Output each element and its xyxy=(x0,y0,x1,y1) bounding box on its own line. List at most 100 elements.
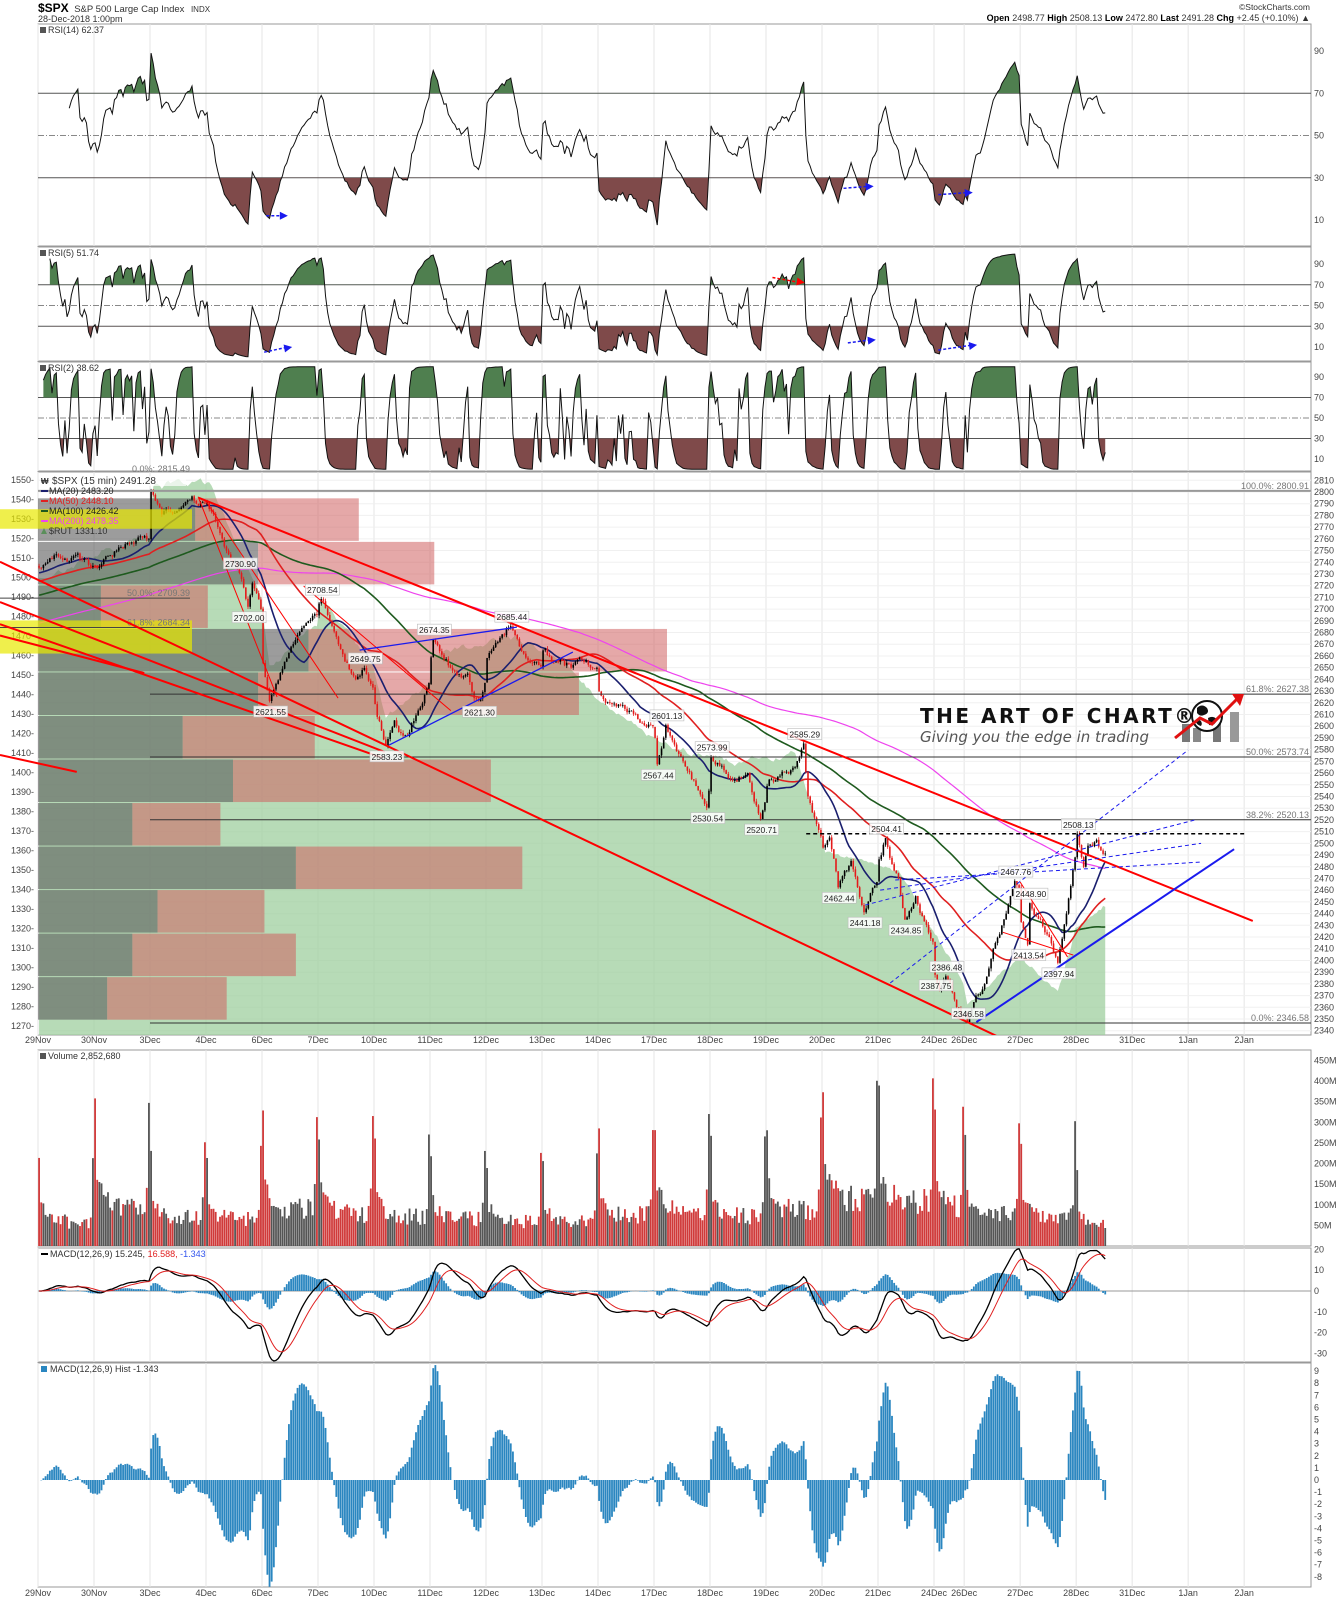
candle-body xyxy=(540,665,542,667)
hist-bar xyxy=(210,1480,213,1503)
volume-bar xyxy=(423,1224,426,1246)
macd-histogram-bar xyxy=(471,1291,473,1298)
volume-bar xyxy=(350,1215,353,1246)
candle-body xyxy=(785,771,788,773)
price-axis-label: 2640 xyxy=(1314,674,1334,684)
macd-histogram-bar xyxy=(176,1291,178,1294)
candle-body xyxy=(899,878,902,896)
volume-bar xyxy=(322,1192,325,1246)
candle-body xyxy=(641,722,643,724)
hist-bar xyxy=(792,1451,794,1480)
macd-histogram-bar xyxy=(130,1288,133,1291)
price-axis-label: 2570 xyxy=(1314,756,1334,766)
candle-body xyxy=(283,661,286,669)
candle-body xyxy=(85,558,88,561)
volume-bar xyxy=(38,1157,40,1246)
candle-body xyxy=(533,662,536,664)
old-fib-label: 50.0%: 2709.39 xyxy=(127,588,190,598)
hist-bar xyxy=(613,1480,616,1512)
candle-body xyxy=(53,555,55,560)
macd-histogram-bar xyxy=(92,1291,94,1294)
volume-bar xyxy=(593,1210,596,1246)
candle-body xyxy=(499,637,501,642)
hist-bar xyxy=(552,1480,555,1492)
ohlc-readout: Open 2498.77 High 2508.13 Low 2472.80 La… xyxy=(987,13,1310,23)
candle-body xyxy=(639,719,641,723)
volume-bar xyxy=(283,1206,286,1246)
candle-body xyxy=(158,503,161,508)
macd-histogram-bar xyxy=(960,1291,962,1295)
candle-body xyxy=(559,659,562,662)
candle-body xyxy=(815,817,818,825)
hist-bar xyxy=(391,1480,394,1503)
macd-histogram-bar xyxy=(962,1291,964,1295)
price-axis-label: 2750 xyxy=(1314,546,1334,556)
macd-histogram-bar xyxy=(882,1275,885,1291)
volume-bar xyxy=(753,1209,756,1246)
volume-bar xyxy=(279,1209,282,1246)
volume-bar xyxy=(839,1191,842,1246)
hist-bar xyxy=(583,1476,585,1480)
volume-bar xyxy=(193,1220,196,1246)
volume-by-price-up-bar xyxy=(132,803,221,846)
price-label-box xyxy=(847,916,883,929)
volume-bar xyxy=(518,1223,521,1246)
volume-bar xyxy=(102,1194,105,1246)
old-fib-label: 0.0%: 2815.49 xyxy=(132,464,190,474)
hist-bar xyxy=(705,1480,708,1507)
macd-histogram-bar xyxy=(311,1277,314,1291)
volume-bar xyxy=(499,1218,501,1246)
macd-histogram-bar xyxy=(729,1286,732,1291)
candle-body xyxy=(221,533,223,539)
hist-bar xyxy=(555,1480,557,1492)
volume-bar xyxy=(615,1221,618,1246)
candle-body xyxy=(479,698,482,702)
macd-histogram-bar xyxy=(684,1291,687,1293)
macd-histogram-bar xyxy=(512,1286,514,1291)
volume-bar xyxy=(942,1190,945,1246)
hist-bar xyxy=(214,1480,217,1513)
volume-bar xyxy=(120,1215,122,1246)
hist-bar xyxy=(841,1480,844,1531)
candle-body xyxy=(346,661,348,663)
rsi14-axis-label: 50 xyxy=(1314,131,1324,141)
candle-body xyxy=(436,642,439,646)
arrow-head-icon xyxy=(279,211,288,220)
hist-bar xyxy=(283,1457,286,1480)
volume-by-price-down-bar xyxy=(38,541,259,585)
volume-bar xyxy=(992,1218,995,1246)
macd-histogram-bar xyxy=(720,1282,723,1291)
candle-body xyxy=(527,657,529,661)
volume-bar xyxy=(1009,1220,1012,1246)
hist-bar xyxy=(626,1480,628,1488)
volume-bar xyxy=(772,1199,775,1246)
macd-histogram-bar xyxy=(535,1291,538,1299)
hist-bar xyxy=(708,1480,710,1493)
macd-histogram-bar xyxy=(893,1282,896,1291)
macd-histogram-bar xyxy=(290,1278,292,1291)
macd-histogram-bar xyxy=(921,1291,924,1294)
volume-bar xyxy=(1048,1213,1051,1246)
volume-bar xyxy=(92,1158,94,1246)
hist-bar xyxy=(406,1461,409,1480)
hist-bar xyxy=(344,1480,346,1533)
hist-bar xyxy=(1026,1480,1029,1527)
red-trendline xyxy=(0,560,997,1035)
macd-histogram-bar xyxy=(328,1287,331,1291)
hist-bar xyxy=(985,1404,988,1480)
x-axis-label: 11Dec xyxy=(417,1035,443,1045)
volume-bar xyxy=(1093,1222,1096,1246)
macd-histogram-bar xyxy=(247,1291,249,1302)
candle-body xyxy=(908,911,911,918)
volume-bar xyxy=(156,1203,159,1246)
macd-histogram-bar xyxy=(613,1291,616,1297)
price-label-box xyxy=(929,960,965,973)
hist-bar xyxy=(912,1480,915,1510)
hist-bar xyxy=(382,1480,385,1535)
volume-bar xyxy=(716,1202,719,1246)
price-axis-label: 2340 xyxy=(1314,1026,1334,1036)
candle-body xyxy=(606,702,609,704)
candle-body xyxy=(305,623,307,626)
macd-histogram-bar xyxy=(152,1283,155,1291)
volume-bar xyxy=(40,1202,43,1246)
